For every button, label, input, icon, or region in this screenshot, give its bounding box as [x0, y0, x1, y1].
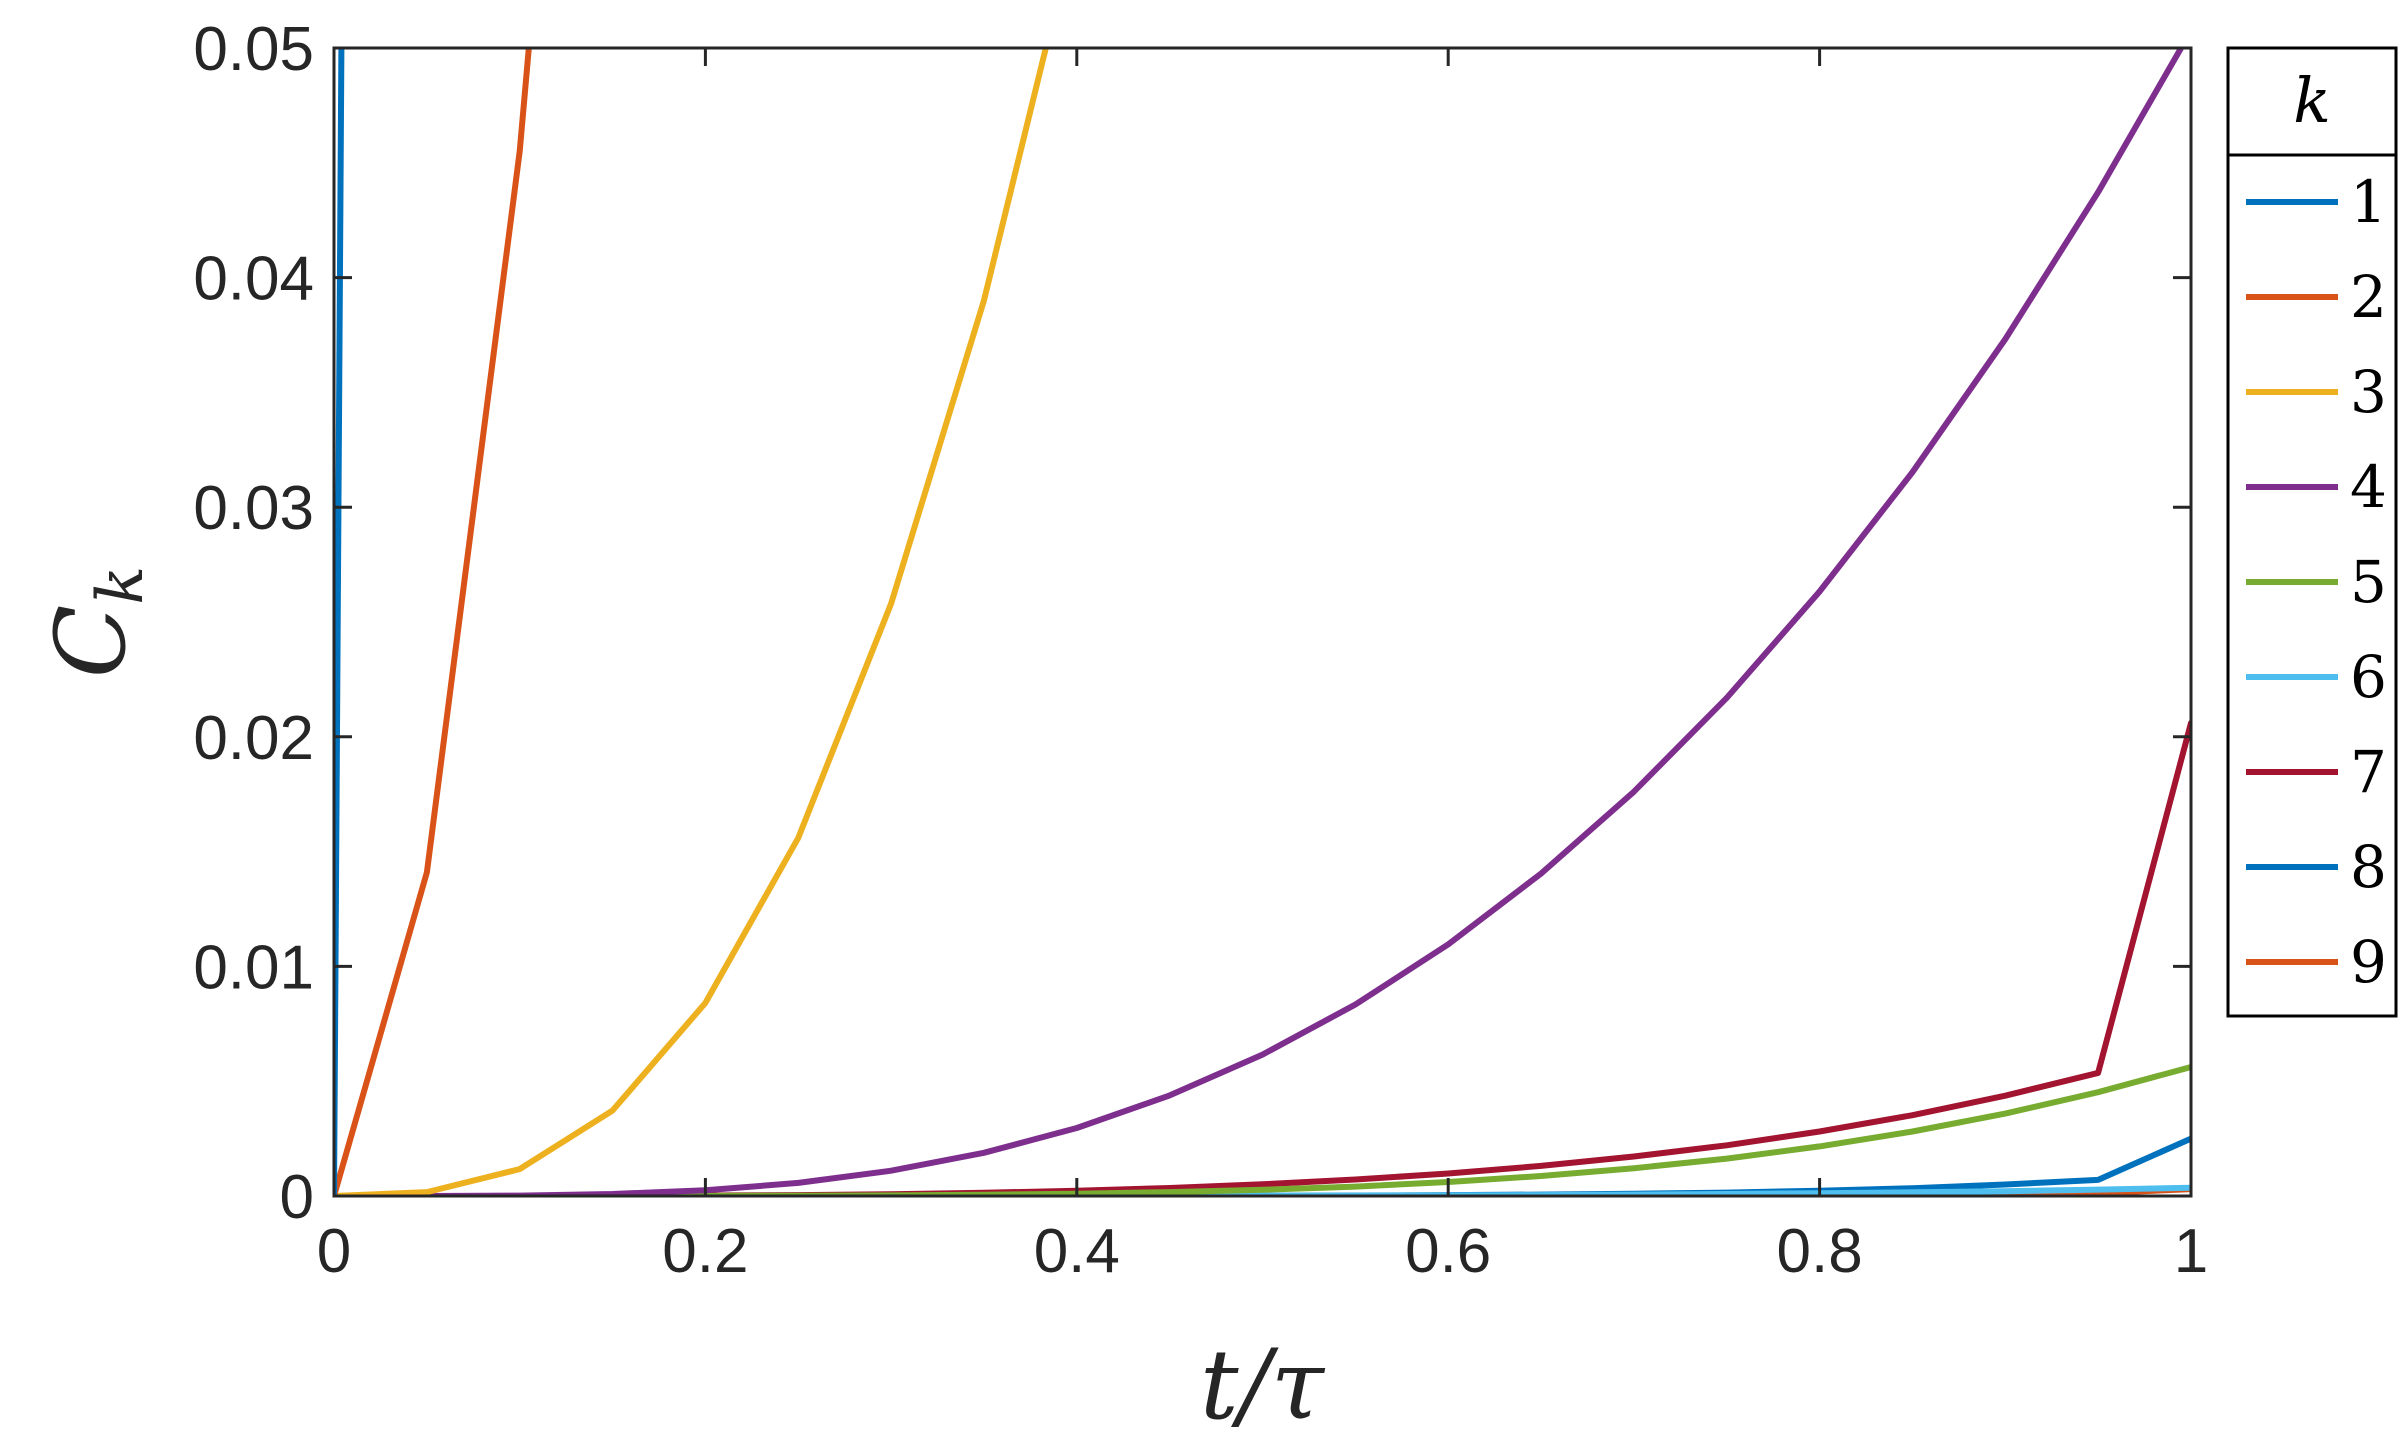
legend: k 1 2 3 4 5 6 7 8 9 — [2226, 46, 2398, 1018]
legend-label-k8: 8 — [2350, 833, 2387, 901]
legend-label-k1: 1 — [2350, 168, 2387, 236]
y-tick-label: 0.01 — [193, 933, 314, 1002]
legend-title: k — [2293, 64, 2331, 137]
series-lines — [334, 48, 2191, 1196]
legend-label-k6: 6 — [2350, 643, 2387, 711]
y-axis-label-subscript: k — [84, 566, 158, 605]
y-tick-label: 0.04 — [193, 245, 314, 314]
y-axis-label-main: C — [35, 605, 147, 678]
x-tick-label: 0.2 — [662, 1217, 748, 1286]
series-line-k3 — [334, 48, 1049, 1196]
x-tick-labels: 0 0.2 0.4 0.6 0.8 1 — [317, 1217, 2208, 1286]
x-tick-label: 0 — [317, 1217, 351, 1286]
y-tick-label: 0.05 — [193, 15, 314, 84]
legend-label-k4: 4 — [2350, 453, 2387, 521]
legend-label-k9: 9 — [2350, 928, 2387, 996]
legend-label-k2: 2 — [2350, 263, 2387, 331]
legend-items: 1 2 3 4 5 6 7 8 9 — [2246, 168, 2387, 996]
legend-label-k3: 3 — [2350, 358, 2387, 426]
x-tick-label: 0.6 — [1405, 1217, 1491, 1286]
x-axis-label: t/τ — [1200, 1329, 1326, 1441]
y-tick-label: 0.03 — [193, 474, 314, 543]
y-tick-label: 0.02 — [193, 704, 314, 773]
y-axis-label: Ck — [35, 566, 158, 678]
legend-label-k5: 5 — [2350, 548, 2387, 616]
y-tick-labels: 0 0.01 0.02 0.03 0.04 0.05 — [193, 15, 314, 1232]
plot-area-border — [332, 46, 2193, 1198]
legend-box — [2226, 46, 2398, 1018]
x-tick-label: 0.4 — [1034, 1217, 1120, 1286]
series-line-k4 — [334, 48, 2185, 1196]
series-line-k5 — [334, 1064, 2191, 1196]
x-tick-label: 1 — [2174, 1217, 2208, 1286]
series-line-k2 — [334, 48, 532, 1196]
y-tick-label: 0 — [280, 1163, 314, 1232]
legend-label-k7: 7 — [2350, 738, 2387, 806]
series-line-k7 — [334, 720, 2191, 1196]
x-tick-label: 0.8 — [1776, 1217, 1862, 1286]
axis-ticks — [332, 46, 2193, 1198]
